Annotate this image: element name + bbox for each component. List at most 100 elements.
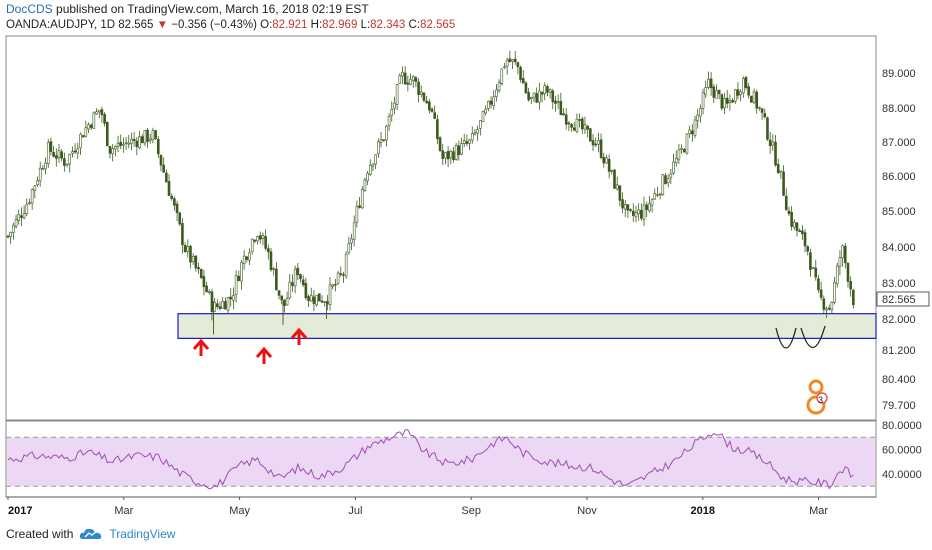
author-link[interactable]: DocCDS — [6, 2, 53, 16]
candle-body-down — [540, 91, 544, 95]
candle — [170, 193, 174, 201]
candle-body-down — [253, 239, 257, 242]
candle-body-down — [682, 149, 686, 153]
candle-body-down — [798, 230, 801, 233]
candle-body-down — [430, 108, 434, 112]
candle-body-up — [12, 224, 15, 233]
candle-body-down — [760, 108, 764, 113]
candle-body-down — [283, 299, 286, 306]
candle — [548, 88, 552, 99]
candle — [519, 65, 522, 83]
candle — [309, 287, 313, 302]
candle-body-down — [457, 145, 461, 156]
candle — [197, 262, 200, 274]
candle-body-down — [229, 296, 233, 300]
candle — [629, 208, 632, 213]
candle — [806, 245, 810, 256]
candle — [154, 129, 157, 141]
candle-body-down — [210, 291, 214, 312]
candle — [790, 206, 793, 231]
candle-body-up — [811, 267, 815, 270]
candle — [438, 136, 442, 153]
candle-body-up — [583, 124, 587, 130]
candle-body-up — [610, 169, 614, 172]
candle — [269, 248, 273, 272]
candle-body-down — [277, 290, 281, 296]
candle-body-up — [699, 108, 702, 117]
candle — [661, 173, 665, 197]
candle-body-down — [194, 255, 198, 269]
candle — [156, 135, 160, 159]
price-axis-label: 86.000 — [882, 171, 916, 183]
candle — [288, 273, 292, 300]
time-axis-label: 2017 — [8, 505, 32, 517]
candle-body-down — [358, 205, 361, 208]
candle-body-up — [68, 154, 72, 165]
candle-body-down — [49, 141, 53, 152]
double-bottom-arc — [775, 327, 797, 349]
time-axis-label: Jul — [348, 505, 362, 517]
candle-body-down — [89, 124, 93, 128]
candle — [554, 95, 557, 112]
candle-body-up — [460, 143, 463, 155]
candle-body-up — [46, 142, 50, 164]
candle — [138, 130, 141, 150]
candle-body-up — [825, 308, 828, 311]
tradingview-brand[interactable]: TradingView — [109, 527, 176, 541]
price-axis-label: 81.200 — [882, 345, 916, 357]
candle-body-down — [731, 100, 734, 103]
candle-body-up — [130, 138, 133, 144]
candle-body-down — [806, 246, 810, 252]
candle-body-down — [162, 164, 165, 173]
chart-canvas[interactable]: 89.000 88.000 87.000 86.000 85.000 84.000 83.0… — [0, 0, 932, 525]
price-axis-label: 88.000 — [882, 103, 916, 115]
candle-body-down — [516, 62, 520, 68]
candle-body-up — [355, 206, 359, 223]
candle-body-up — [111, 148, 114, 155]
time-axis-label: May — [229, 505, 250, 517]
last-price: 82.565 — [118, 19, 154, 31]
candle — [38, 161, 42, 187]
candle — [307, 294, 310, 308]
candle-body-down — [119, 141, 123, 146]
candle — [272, 266, 275, 276]
candle-body-down — [559, 101, 563, 116]
candle-body-down — [218, 306, 222, 309]
candle-body-up — [462, 140, 466, 144]
price-axis-label: 80.400 — [882, 374, 916, 386]
candle — [245, 255, 249, 263]
candle-body-up — [575, 118, 579, 132]
candle — [119, 134, 123, 150]
candle — [715, 84, 718, 99]
candle — [666, 173, 670, 188]
candle — [841, 244, 844, 267]
candle-body-down — [508, 58, 512, 63]
candle-body-up — [79, 134, 82, 149]
candle-body-down — [159, 154, 163, 166]
candle-body-down — [433, 112, 436, 119]
candle-body-up — [473, 132, 477, 135]
candle — [105, 121, 109, 147]
candle — [613, 169, 616, 189]
candle — [586, 125, 589, 138]
candle-body-up — [511, 59, 514, 62]
candle — [76, 142, 80, 159]
candle — [395, 83, 399, 110]
candle-body-up — [672, 161, 675, 174]
candle-body-down — [551, 90, 555, 103]
candle — [682, 147, 686, 153]
candle — [280, 295, 284, 305]
candle — [100, 106, 104, 123]
candle — [114, 145, 117, 157]
price-change: −0.356 (−0.43%) — [171, 19, 257, 31]
candle — [221, 296, 224, 309]
candle-body-up — [779, 170, 783, 173]
arrow-head — [255, 346, 273, 358]
candle-body-down — [425, 100, 428, 104]
candle-body-down — [744, 77, 748, 88]
candle-body-down — [572, 127, 576, 131]
candle-body-up — [331, 284, 335, 287]
candle — [261, 232, 265, 246]
candle-body-up — [656, 194, 659, 196]
candle — [205, 281, 208, 293]
